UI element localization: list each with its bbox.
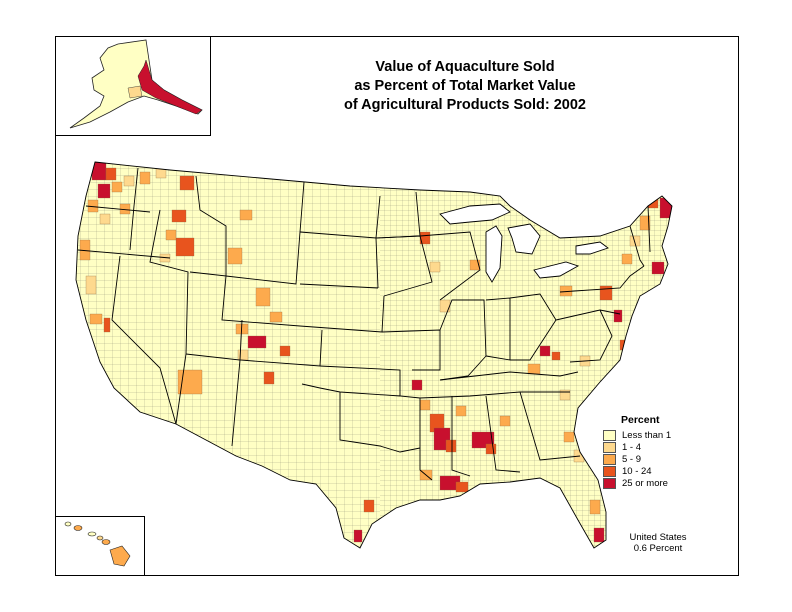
legend-item: 5 - 9	[603, 453, 671, 465]
legend-item: 25 or more	[603, 477, 671, 489]
us-total-note: United States 0.6 Percent	[618, 532, 698, 554]
note-line-2: 0.6 Percent	[633, 543, 683, 554]
legend-label: 10 - 24	[622, 465, 652, 477]
legend-label: 25 or more	[622, 477, 668, 489]
great-lakes	[439, 203, 609, 283]
title-line-2: as Percent of Total Market Value	[354, 78, 576, 94]
legend-swatch	[603, 465, 616, 477]
map-legend: Percent Less than 1 1 - 4 5 - 9 10 - 24 …	[603, 414, 671, 489]
hawaii-inset	[55, 516, 145, 576]
title-line-1: Value of Aquaculture Sold	[375, 59, 555, 75]
legend-title: Percent	[621, 414, 660, 426]
legend-swatch	[603, 477, 616, 489]
alaska-inset	[55, 36, 211, 136]
legend-swatch	[603, 453, 616, 465]
legend-item: Less than 1	[603, 429, 671, 441]
note-line-1: United States	[629, 532, 687, 543]
legend-label: 5 - 9	[622, 453, 642, 465]
legend-label: 1 - 4	[622, 441, 642, 453]
legend-item: 1 - 4	[603, 441, 671, 453]
legend-swatch	[603, 429, 616, 441]
state-borders	[75, 161, 673, 549]
legend-item: 10 - 24	[603, 465, 671, 477]
legend-swatch	[603, 441, 616, 453]
map-title: Value of Aquaculture Sold as Percent of …	[300, 58, 630, 115]
legend-label: Less than 1	[622, 429, 672, 441]
county-highlights	[79, 162, 672, 543]
title-line-3: of Agricultural Products Sold: 2002	[344, 97, 586, 113]
